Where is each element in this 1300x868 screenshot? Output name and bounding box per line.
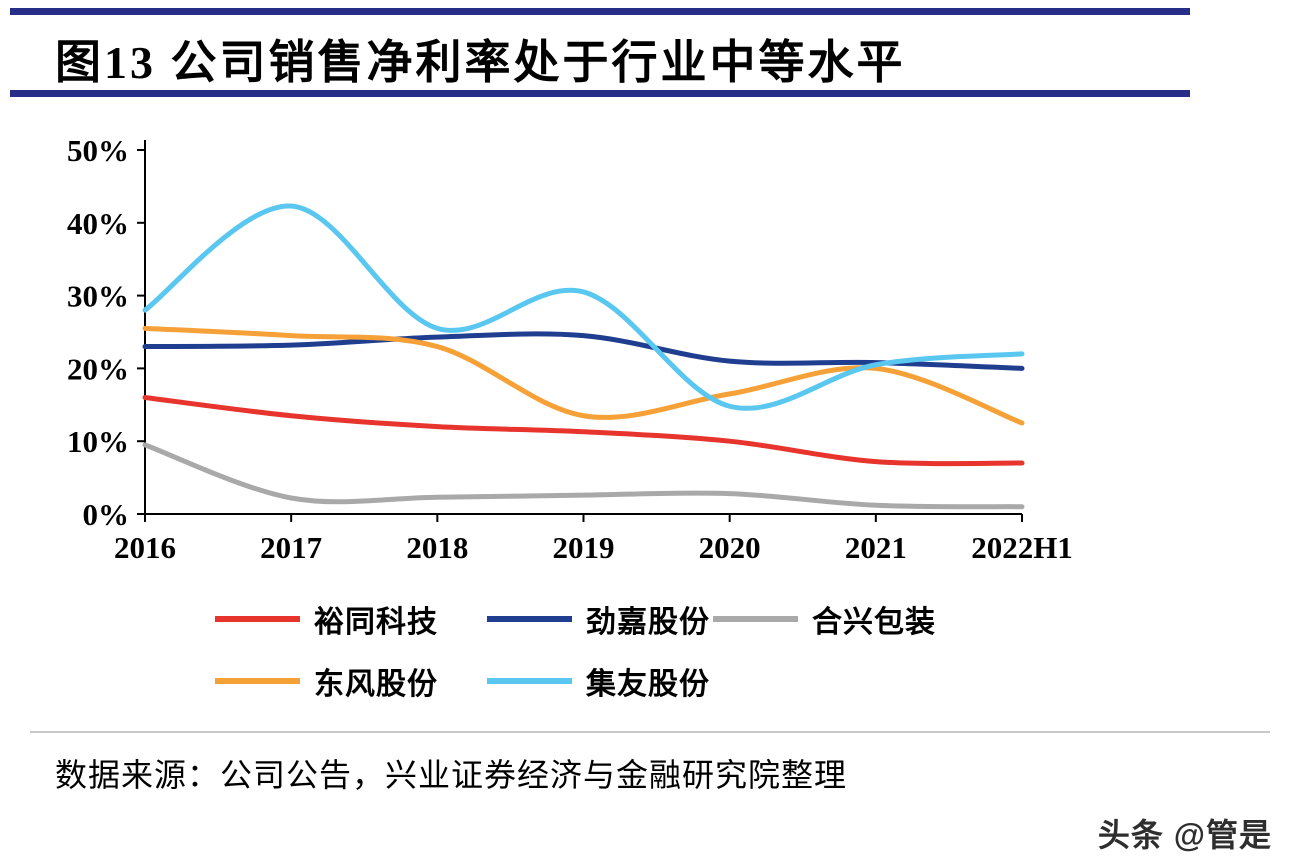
legend-label-1: 劲嘉股份 [586, 606, 710, 639]
net-profit-margin-line-chart: 0% 10% 20% 30% 40% 50% 2016 2017 2018 2019 2020 202… [67, 133, 1073, 565]
y-tick-label: 20% [67, 351, 129, 386]
legend-label-2: 合兴包装 [812, 606, 936, 639]
legend-label-0: 裕同科技 [314, 606, 438, 639]
series-line-3 [142, 325, 1025, 426]
legend-swatch-2 [713, 616, 798, 622]
series-line-0 [142, 395, 1025, 467]
x-tick-label: 2020 [699, 530, 761, 565]
x-tick-label: 2019 [553, 530, 615, 565]
legend-swatch-1 [487, 616, 572, 622]
figure-title: 图13 公司销售净利率处于行业中等水平 [55, 37, 906, 88]
legend-item-3: 东风股份 [215, 662, 487, 701]
divider-line [30, 731, 1270, 733]
legend-swatch-0 [215, 616, 300, 622]
legend-label-4: 集友股份 [586, 668, 710, 701]
x-tick-label: 2022H1 [971, 530, 1073, 565]
legend-item-0: 裕同科技 [215, 600, 487, 639]
legend-item-2: 合兴包装 [713, 600, 1013, 639]
data-source-note: 数据来源：公司公告，兴业证券经济与金融研究院整理 [55, 757, 848, 793]
x-tick-label: 2017 [260, 530, 322, 565]
y-tick-label: 40% [67, 206, 129, 241]
chart-legend: 裕同科技 劲嘉股份 合兴包装东风股份 集友股份 [215, 600, 1013, 701]
title-accent-bar-top [10, 8, 1190, 15]
watermark: 头条 @管是 [1097, 817, 1272, 853]
series-line-4 [142, 203, 1025, 411]
series-line-2 [142, 442, 1025, 510]
legend-item-1: 劲嘉股份 [487, 600, 713, 639]
legend-label-3: 东风股份 [314, 668, 438, 701]
y-tick-label: 50% [67, 133, 129, 168]
y-tick-label: 0% [83, 497, 130, 532]
title-accent-bar-bottom [10, 90, 1190, 97]
x-tick-label: 2021 [845, 530, 907, 565]
y-tick-label: 30% [67, 279, 129, 314]
legend-swatch-3 [215, 678, 300, 684]
x-tick-label: 2018 [406, 530, 468, 565]
legend-swatch-4 [487, 678, 572, 684]
legend-item-4: 集友股份 [487, 662, 713, 701]
y-tick-label: 10% [67, 424, 129, 459]
x-tick-label: 2016 [114, 530, 176, 565]
